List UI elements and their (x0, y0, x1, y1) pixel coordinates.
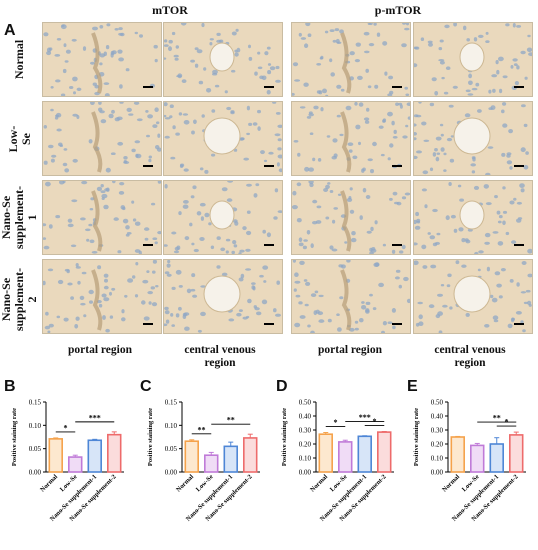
micrograph-r4-c1 (42, 259, 162, 334)
y-tick-label: 0.15 (29, 399, 42, 407)
y-tick-label: 0.00 (29, 469, 42, 477)
y-axis-label: Positive staining rate (281, 408, 288, 466)
significance-label: * (505, 418, 509, 427)
header-mtor: mTOR (152, 3, 188, 17)
bar (509, 434, 524, 473)
header-pmtor: p-mTOR (374, 3, 422, 17)
y-axis-label: Positive staining rate (413, 408, 420, 466)
micrograph-r4-c3 (291, 259, 411, 334)
micrograph-r4-c2 (163, 259, 283, 334)
significance-label: ** (227, 416, 235, 425)
bar (470, 444, 485, 473)
y-tick-label: 0.20 (299, 441, 312, 449)
bar (318, 433, 333, 473)
micrograph-r1-c3 (291, 22, 411, 97)
micrograph-r3-c3 (291, 180, 411, 255)
panel-letter-e: E (407, 378, 418, 395)
bar (243, 437, 258, 473)
bar (184, 440, 199, 473)
micrograph-r4-c4 (413, 259, 533, 334)
column-label-2: central venous region (184, 344, 256, 369)
y-tick-label: 0.10 (299, 455, 312, 463)
panel-letter-d: D (276, 378, 288, 395)
significance-label: ** (198, 425, 206, 434)
significance-label: *** (89, 413, 101, 422)
panel-letter-a: A (4, 22, 16, 39)
bar (377, 431, 392, 473)
y-tick-label: 0.00 (431, 469, 444, 477)
row-label-nano-se-2: Nano-Se supplement-2 (0, 267, 40, 331)
bar-chart-d: 0.00 0.10 0.20 0.30 0.40 0.50 Positive stainin… (281, 399, 394, 523)
y-tick-label: 0.50 (431, 399, 444, 407)
y-tick-label: 0.10 (165, 422, 178, 430)
micrograph-r2-c3 (291, 101, 411, 176)
bar (489, 443, 504, 473)
y-tick-label: 0.05 (165, 445, 178, 453)
y-axis-label: Positive staining rate (11, 408, 18, 466)
micrograph-r2-c4 (413, 101, 533, 176)
panel-letter-c: C (140, 378, 152, 395)
row-label-low-se: Low-Se (6, 125, 33, 152)
y-tick-label: 0.10 (29, 422, 42, 430)
significance-label: *** (359, 413, 371, 422)
bar (48, 438, 63, 473)
bar-chart-e: 0.00 0.10 0.20 0.30 0.40 0.50 Positive stainin… (413, 399, 526, 523)
panel-letter-b: B (4, 378, 16, 395)
bar-chart-c: 0.00 0.05 0.10 0.15 Positive staining rate No… (147, 399, 260, 523)
micrograph-r3-c2 (163, 180, 283, 255)
y-tick-label: 0.30 (299, 427, 312, 435)
significance-label: * (334, 418, 338, 427)
category-label: Normal (39, 473, 59, 493)
y-tick-label: 0.10 (431, 455, 444, 463)
bar (338, 441, 353, 473)
bar-chart-b: 0.00 0.05 0.10 0.15 Positive staining rate No… (11, 399, 124, 523)
significance-label: ** (493, 414, 501, 423)
row-label-nano-se-1: Nano-Se supplement-1 (0, 185, 40, 250)
bar (223, 445, 238, 473)
bar (87, 439, 102, 473)
micrograph-r1-c1 (42, 22, 162, 97)
column-label-4: central venous region (434, 344, 506, 369)
bar (68, 456, 83, 473)
micrograph-r3-c1 (42, 180, 162, 255)
y-tick-label: 0.40 (431, 413, 444, 421)
y-axis-label: Positive staining rate (147, 408, 154, 466)
y-tick-label: 0.20 (431, 441, 444, 449)
category-label: Normal (309, 473, 329, 493)
y-tick-label: 0.00 (165, 469, 178, 477)
y-tick-label: 0.05 (29, 445, 42, 453)
row-label-normal: Normal (12, 39, 27, 80)
micrograph-r2-c2 (163, 101, 283, 176)
micrograph-r2-c1 (42, 101, 162, 176)
y-tick-label: 0.00 (299, 469, 312, 477)
significance-label: * (373, 417, 377, 426)
bar (357, 435, 372, 473)
bar (450, 436, 465, 473)
y-tick-label: 0.50 (299, 399, 312, 407)
y-tick-label: 0.40 (299, 413, 312, 421)
bar (107, 433, 122, 473)
y-tick-label: 0.30 (431, 427, 444, 435)
significance-label: * (64, 423, 68, 432)
column-label-3: portal region (318, 344, 382, 356)
bar (204, 454, 219, 473)
category-label: Normal (175, 473, 195, 493)
micrograph-r1-c2 (163, 22, 283, 97)
y-tick-label: 0.15 (165, 399, 178, 407)
column-label-1: portal region (68, 344, 132, 356)
micrograph-r3-c4 (413, 180, 533, 255)
micrograph-r1-c4 (413, 22, 533, 97)
category-label: Normal (441, 473, 461, 493)
